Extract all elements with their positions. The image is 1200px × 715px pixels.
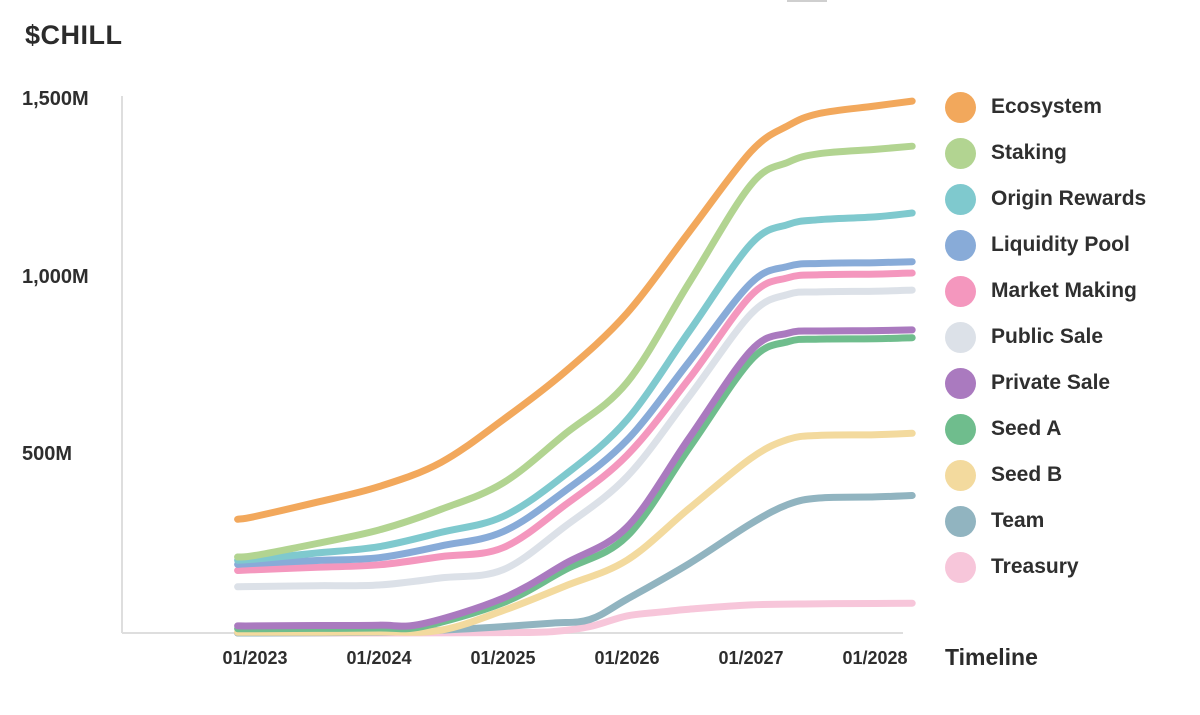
top-edge-artifact	[787, 0, 827, 2]
series-line-liquidity-pool[interactable]	[234, 258, 916, 568]
legend-item-market-making[interactable]: Market Making	[945, 268, 1146, 314]
legend-item-staking[interactable]: Staking	[945, 130, 1146, 176]
legend-swatch-icon	[945, 505, 976, 537]
legend-swatch-icon	[945, 413, 976, 445]
chart-title: $CHILL	[25, 20, 123, 50]
x-tick-label: 01/2028	[842, 648, 908, 668]
legend-label: Treasury	[991, 555, 1079, 578]
legend-label: Origin Rewards	[991, 187, 1147, 210]
legend-item-team[interactable]: Team	[945, 498, 1146, 544]
y-tick-label: 500M	[22, 443, 73, 466]
legend-swatch-icon	[945, 275, 976, 307]
series-line-private-sale[interactable]	[234, 326, 916, 630]
y-tick-label: 1,000M	[22, 265, 89, 288]
x-tick-label: 01/2024	[346, 648, 412, 668]
legend-item-seed-b[interactable]: Seed B	[945, 452, 1146, 498]
legend-label: Market Making	[991, 279, 1137, 302]
legend-label: Private Sale	[991, 371, 1111, 394]
x-tick-label: 01/2023	[222, 648, 288, 668]
legend-swatch-icon	[945, 183, 976, 215]
legend-label: Liquidity Pool	[991, 233, 1130, 256]
legend-swatch-icon	[945, 91, 976, 123]
legend: Ecosystem Staking Origin Rewards Liquidity …	[945, 84, 1146, 590]
legend-item-private-sale[interactable]: Private Sale	[945, 360, 1146, 406]
series-line-staking[interactable]	[234, 142, 916, 561]
series-line-seed-b[interactable]	[234, 429, 916, 636]
legend-item-treasury[interactable]: Treasury	[945, 544, 1146, 590]
legend-swatch-icon	[945, 551, 976, 583]
legend-item-seed-a[interactable]: Seed A	[945, 406, 1146, 452]
legend-label: Team	[991, 509, 1045, 532]
legend-swatch-icon	[945, 459, 976, 491]
legend-swatch-icon	[945, 137, 976, 169]
legend-item-public-sale[interactable]: Public Sale	[945, 314, 1146, 360]
legend-label: Public Sale	[991, 325, 1104, 348]
y-tick-label: 1,500M	[22, 88, 89, 110]
x-tick-label: 01/2027	[718, 648, 784, 668]
legend-label: Staking	[991, 141, 1067, 164]
series-line-market-making[interactable]	[234, 269, 916, 574]
legend-item-liquidity-pool[interactable]: Liquidity Pool	[945, 222, 1146, 268]
series-line-ecosystem[interactable]	[234, 97, 916, 523]
legend-label: Ecosystem	[991, 95, 1102, 118]
x-tick-label: 01/2025	[470, 648, 536, 668]
legend-label: Seed B	[991, 463, 1063, 486]
x-axis-title: Timeline	[945, 644, 1038, 670]
legend-swatch-icon	[945, 229, 976, 261]
series-line-public-sale[interactable]	[234, 286, 916, 591]
legend-item-origin-rewards[interactable]: Origin Rewards	[945, 176, 1146, 222]
legend-label: Seed A	[991, 417, 1062, 440]
legend-item-ecosystem[interactable]: Ecosystem	[945, 84, 1146, 130]
legend-swatch-icon	[945, 367, 976, 399]
series-line-origin-rewards[interactable]	[234, 209, 916, 564]
x-tick-label: 01/2026	[594, 648, 660, 668]
legend-swatch-icon	[945, 321, 976, 353]
